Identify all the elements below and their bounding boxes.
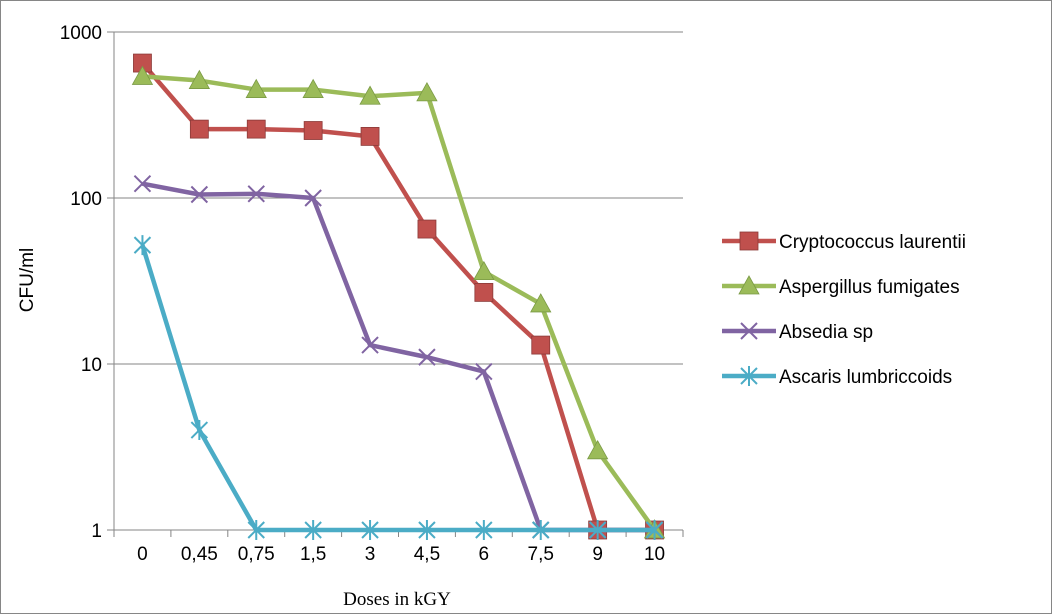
data-point: [586, 439, 609, 460]
x-tick-label: 7,5: [528, 544, 554, 565]
data-point: [360, 127, 380, 146]
data-point: [133, 235, 152, 256]
data-point: [361, 336, 379, 354]
series-line: [142, 74, 657, 532]
data-point: [303, 121, 323, 140]
legend-entry: Absedia sp: [722, 322, 873, 343]
x-axis-title: Doses in kGY: [343, 589, 451, 610]
data-point: [474, 282, 494, 302]
data-point: [246, 119, 266, 139]
x-tick-label: 0: [137, 544, 148, 565]
legend-entry: Ascaris lumbriccoids: [722, 366, 952, 388]
gridlines: [114, 31, 683, 365]
x-tick-label: 10: [644, 544, 665, 565]
series-1: [133, 53, 664, 540]
legend-marker: [739, 231, 759, 251]
x-tick-label: 4,5: [414, 544, 440, 565]
x-tick-label: 9: [592, 544, 603, 565]
y-tick-label: 100: [70, 189, 102, 210]
data-point: [302, 78, 324, 98]
data-point: [190, 420, 209, 441]
data-point: [418, 520, 436, 540]
legend-marker: [738, 275, 760, 295]
data-point: [359, 85, 381, 105]
data-point: [247, 520, 265, 540]
series-2: [131, 65, 666, 539]
series-line: [140, 244, 655, 533]
legend-label: Aspergillus fumigates: [779, 277, 960, 298]
y-tick-label: 1000: [60, 23, 102, 44]
data-point: [304, 520, 322, 540]
data-point: [133, 174, 152, 193]
data-point: [418, 348, 436, 366]
data-point: [361, 520, 379, 540]
x-tick-label: 3: [365, 544, 376, 565]
data-point: [245, 78, 267, 98]
data-point: [530, 293, 552, 313]
legend-entry: Aspergillus fumigates: [722, 275, 960, 298]
axes: 1 10 100 1000 0 0,45 0,75 1,5 3 4,5 6 7,5 9 10: [60, 23, 684, 565]
data-point: [475, 520, 493, 540]
data-point: [190, 185, 209, 204]
legend: Cryptococcus laurentii Aspergillus fumiga…: [722, 231, 966, 388]
data-point: [473, 260, 495, 281]
legend-label: Ascaris lumbriccoids: [779, 367, 952, 388]
data-point: [532, 520, 550, 540]
series-line: [142, 181, 655, 533]
data-point: [588, 520, 607, 540]
y-tick-label: 1: [91, 521, 102, 542]
data-point: [417, 219, 437, 239]
data-point: [645, 520, 664, 540]
y-axis-title: CFU/ml: [17, 248, 38, 312]
legend-label: Absedia sp: [779, 322, 873, 343]
data-point: [247, 185, 265, 203]
data-point: [189, 119, 209, 139]
x-tick-label: 6: [479, 544, 490, 565]
x-tick-label: 0,75: [238, 544, 275, 565]
legend-label: Cryptococcus laurentii: [779, 232, 966, 253]
y-tick-label: 10: [81, 355, 102, 376]
data-point: [188, 69, 211, 89]
data-point: [131, 65, 154, 85]
legend-entry: Cryptococcus laurentii: [722, 231, 966, 253]
data-point: [531, 335, 551, 355]
data-point: [416, 82, 438, 102]
data-point: [304, 189, 322, 207]
legend-marker: [740, 322, 758, 340]
x-tick-label: 1,5: [300, 544, 326, 565]
legend-marker: [740, 366, 758, 386]
data-point: [475, 362, 493, 381]
x-tick-label: 0,45: [181, 544, 218, 565]
series-group: [131, 53, 666, 540]
series-line: [140, 61, 655, 533]
series-4: [133, 235, 664, 540]
